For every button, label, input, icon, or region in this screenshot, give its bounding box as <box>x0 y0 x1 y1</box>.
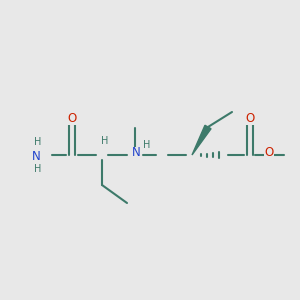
Text: H: H <box>34 164 42 174</box>
Text: H: H <box>143 140 151 150</box>
Text: H: H <box>34 137 42 147</box>
Text: N: N <box>132 146 140 160</box>
Polygon shape <box>192 125 211 155</box>
Text: O: O <box>245 112 255 124</box>
Text: O: O <box>68 112 76 124</box>
Text: H: H <box>101 136 109 146</box>
Text: N: N <box>32 149 40 163</box>
Text: O: O <box>264 146 274 158</box>
